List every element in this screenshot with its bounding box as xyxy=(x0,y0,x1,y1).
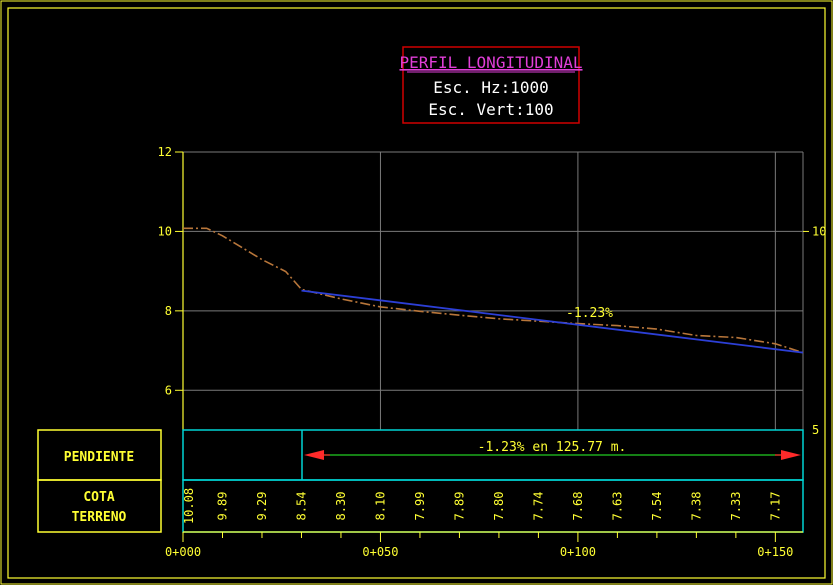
cota-value: 7.89 xyxy=(452,492,466,521)
cota-value: 7.17 xyxy=(768,492,782,521)
terrain-line xyxy=(183,227,804,354)
station-label: 0+000 xyxy=(165,545,201,559)
station-label: 0+100 xyxy=(560,545,596,559)
cota-value: 7.38 xyxy=(689,492,703,521)
cota-value: 9.29 xyxy=(255,492,269,521)
cota-value: 7.74 xyxy=(531,492,545,521)
cota-value: 7.33 xyxy=(729,492,743,521)
title-block: PERFIL LONGITUDINAL Esc. Hz:1000 Esc. Ve… xyxy=(399,46,583,124)
station-label: 0+150 xyxy=(757,545,793,559)
y-tick-label-left: 12 xyxy=(158,145,172,159)
title-box xyxy=(402,46,580,124)
cota-value: 7.80 xyxy=(492,492,506,521)
cota-value: 8.54 xyxy=(295,492,309,521)
cota-values: 10.08 9.89 9.29 8.54 8.30 8.10 7.99 7.89 7.80 7.7… xyxy=(182,488,782,524)
arrow-right-icon xyxy=(781,450,801,460)
cota-value: 9.89 xyxy=(216,492,230,521)
cota-value: 10.08 xyxy=(182,488,196,524)
cota-value: 8.30 xyxy=(334,492,348,521)
station-ticks: 0+000 0+050 0+100 0+150 xyxy=(165,532,793,559)
scale-horizontal: Esc. Hz:1000 xyxy=(433,78,549,97)
grid-lines xyxy=(183,151,804,430)
profile-title: PERFIL LONGITUDINAL xyxy=(399,53,582,72)
y-tick-label-left: 8 xyxy=(165,304,172,318)
pendiente-label: PENDIENTE xyxy=(64,450,134,465)
y-tick-label-right: 5 xyxy=(812,423,819,437)
series-group xyxy=(183,227,804,354)
arrow-left-icon xyxy=(304,450,324,460)
cota-value: 7.63 xyxy=(610,492,624,521)
slope-annotation: -1.23% xyxy=(566,306,613,321)
y-tick-label-left: 6 xyxy=(165,383,172,397)
station-label: 0+050 xyxy=(362,545,398,559)
data-table: PENDIENTE COTA TERRENO -1.23% en 125.77 … xyxy=(37,429,804,559)
y-tick-label-right: 10 xyxy=(812,224,826,238)
annotations: -1.23% xyxy=(566,306,613,321)
cota-value: 7.68 xyxy=(571,492,585,521)
cota-value: 7.54 xyxy=(650,492,664,521)
inner-frame xyxy=(7,7,826,579)
y-tick-label-left: 10 xyxy=(158,224,172,238)
grade-line xyxy=(301,289,804,354)
cota-label-line1: COTA xyxy=(83,490,114,505)
cota-label-line2: TERRENO xyxy=(72,510,127,525)
axes: 12 10 8 6 10 5 xyxy=(158,145,827,437)
cota-label-box xyxy=(37,479,162,533)
plot-area: 12 10 8 6 10 5 -1.23% xyxy=(158,145,827,437)
scale-vertical: Esc. Vert:100 xyxy=(428,100,553,119)
cota-value: 7.99 xyxy=(413,492,427,521)
cota-value: 8.10 xyxy=(374,492,388,521)
pendiente-value: -1.23% en 125.77 m. xyxy=(478,440,627,455)
